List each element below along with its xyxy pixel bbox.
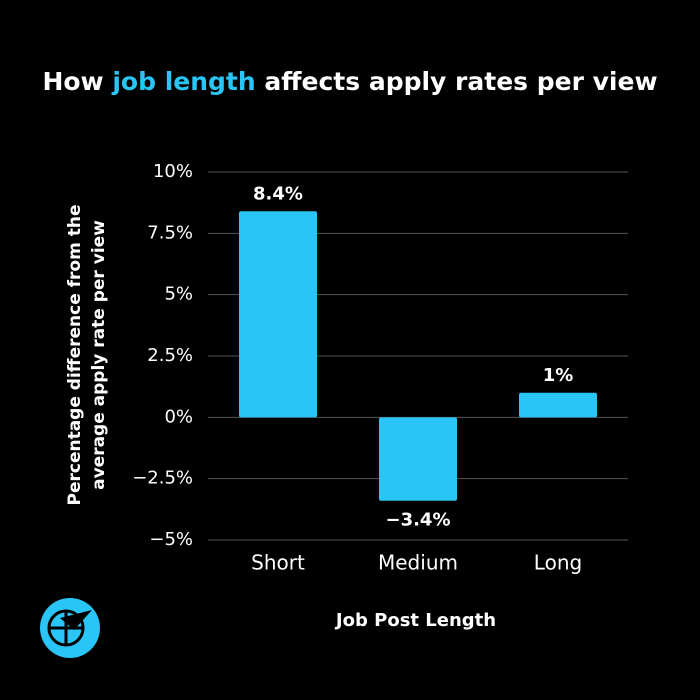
bar xyxy=(519,392,597,418)
y-tick-label: 7.5% xyxy=(147,222,193,243)
title-highlight: job length xyxy=(111,67,255,96)
chart-title: How job length affects apply rates per v… xyxy=(42,67,657,96)
y-tick-label: 0% xyxy=(164,406,193,427)
logo xyxy=(40,598,100,658)
data-label: −3.4% xyxy=(385,510,450,531)
bar xyxy=(239,211,317,418)
y-tick-label: −5% xyxy=(149,529,193,550)
title-part: affects apply rates per view xyxy=(264,67,657,96)
x-axis-label: Job Post Length xyxy=(334,610,496,631)
x-tick-label: Short xyxy=(251,551,305,575)
data-label: 8.4% xyxy=(253,183,303,204)
data-label: 1% xyxy=(543,365,574,386)
y-tick-label: 5% xyxy=(164,284,193,305)
x-tick-label: Medium xyxy=(378,551,458,575)
x-tick-label: Long xyxy=(534,551,582,575)
bar xyxy=(379,417,457,501)
y-axis-label: average apply rate per view xyxy=(89,220,109,490)
y-tick-label: −2.5% xyxy=(132,468,193,489)
y-tick-label: 2.5% xyxy=(147,345,193,366)
title-part: How xyxy=(42,67,103,96)
y-axis-label: Percentage difference from the xyxy=(65,205,85,506)
logo-arrow xyxy=(60,610,92,630)
y-tick-label: 10% xyxy=(153,161,193,182)
